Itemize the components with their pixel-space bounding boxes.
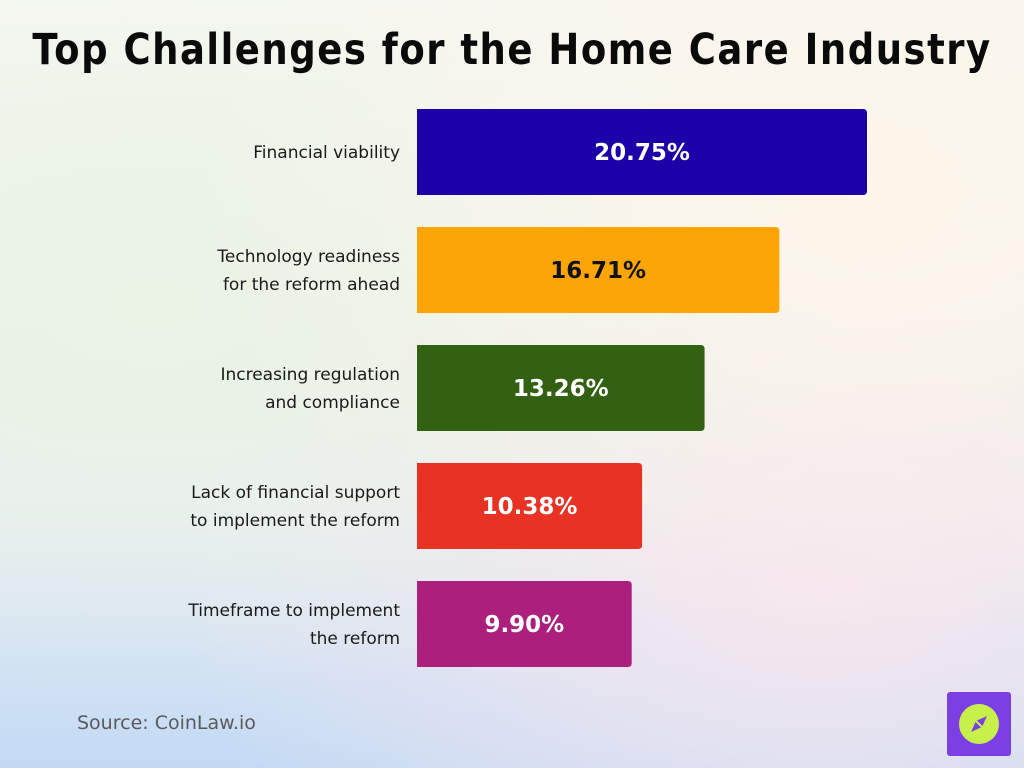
category-label-line: and compliance <box>265 393 400 413</box>
bar-value-label: 9.90% <box>484 612 564 638</box>
category-label-line: Timeframe to implement <box>187 601 400 621</box>
category-label-line: Technology readiness <box>216 247 400 267</box>
category-label-line: for the reform ahead <box>223 275 400 295</box>
category-label-line: Financial viability <box>253 143 400 163</box>
chart-title: Top Challenges for the Home Care Industr… <box>32 24 992 75</box>
bar-value-label: 16.71% <box>550 258 646 284</box>
bar-group: 16.71% Technology readiness for the reform… <box>216 227 780 313</box>
bar <box>417 109 867 195</box>
category-label: Increasing regulation and compliance <box>220 365 400 413</box>
bar-group: 20.75% Financial viability <box>253 109 867 195</box>
category-label-line: the reform <box>310 629 400 649</box>
category-label: Timeframe to implement the reform <box>187 601 400 649</box>
bar-value-label: 20.75% <box>594 140 690 166</box>
bar <box>417 345 705 431</box>
category-label-line: to implement the reform <box>190 511 400 531</box>
bar-group: 9.90% Timeframe to implement the reform <box>187 581 632 667</box>
category-label-line: Lack of financial support <box>191 483 400 503</box>
category-label-line: Increasing regulation <box>220 365 400 385</box>
bar <box>417 227 780 313</box>
logo <box>947 692 1011 756</box>
bar-value-label: 10.38% <box>482 494 578 520</box>
bar <box>417 581 632 667</box>
source-note: Source: CoinLaw.io <box>77 712 256 734</box>
bar-value-label: 13.26% <box>513 376 609 402</box>
bar-group: 13.26% Increasing regulation and complianc… <box>220 345 705 431</box>
category-label: Technology readiness for the reform ahead <box>216 247 400 295</box>
category-label: Financial viability <box>253 143 400 163</box>
category-label: Lack of financial support to implement th… <box>190 483 400 531</box>
compass-icon <box>959 704 999 744</box>
bar <box>417 463 643 549</box>
bar-group: 10.38% Lack of financial support to implem… <box>190 463 643 549</box>
